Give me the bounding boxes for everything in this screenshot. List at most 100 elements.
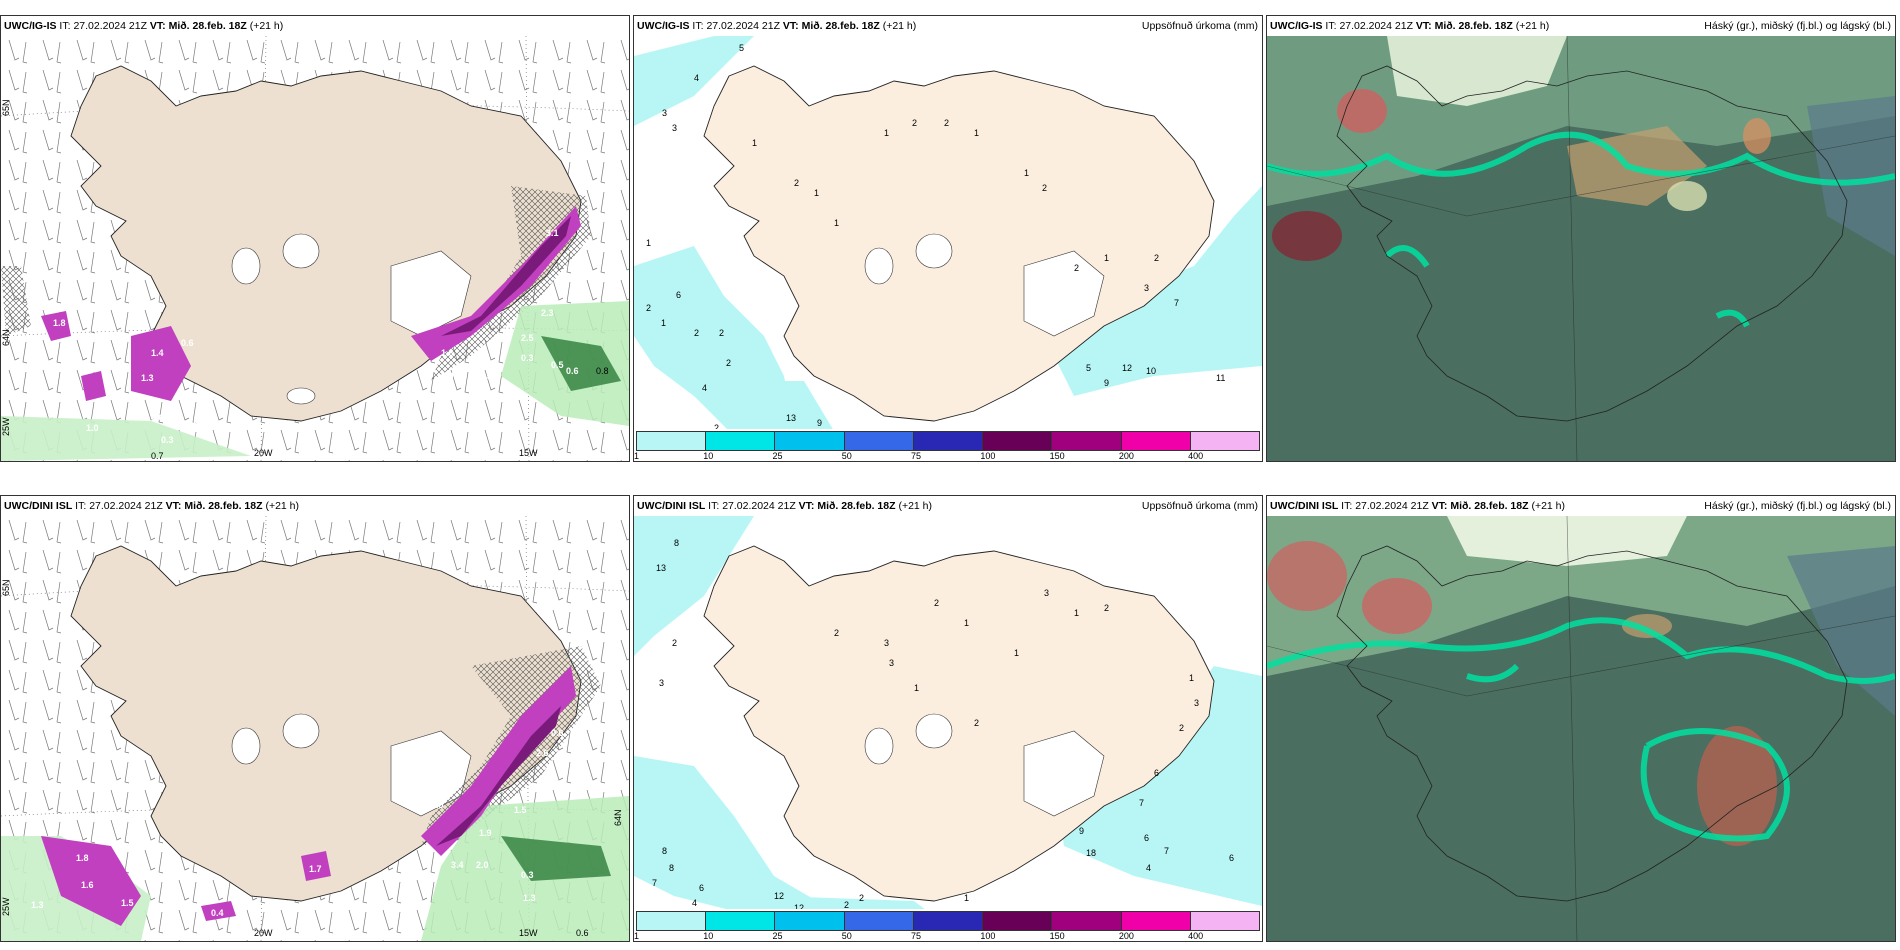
colorbar-swatch <box>1190 432 1259 450</box>
vt-value: Mið. 28.feb. 18Z <box>168 20 247 32</box>
svg-text:7: 7 <box>1139 798 1144 808</box>
svg-text:8: 8 <box>669 863 674 873</box>
lat-label-64: 64N <box>1 329 11 346</box>
svg-text:6: 6 <box>1144 833 1149 843</box>
svg-text:4: 4 <box>702 383 707 393</box>
colorbar-swatch <box>637 432 707 450</box>
colorbar-swatch <box>706 432 776 450</box>
colorbar-label: 1 <box>634 451 640 461</box>
svg-text:0.3: 0.3 <box>521 353 534 363</box>
colorbar-swatch <box>775 432 845 450</box>
svg-text:1.6: 1.6 <box>441 348 454 358</box>
panel-header: UWC/DINI ISL IT: 27.02.2024 21Z VT: Mið.… <box>1267 496 1895 516</box>
iceland-land <box>703 545 1215 902</box>
lon-label-15: 15W <box>519 928 538 938</box>
snow-band <box>1 186 629 461</box>
it-label: IT: <box>708 500 720 512</box>
vt-label: VT: <box>798 500 815 512</box>
svg-text:2: 2 <box>934 598 939 608</box>
svg-text:1.9: 1.9 <box>479 828 492 838</box>
svg-text:0.3: 0.3 <box>521 870 534 880</box>
svg-text:9: 9 <box>817 418 822 428</box>
svg-text:1: 1 <box>884 128 889 138</box>
cloud-title: Háský (gr.), miðský (fj.bl.) og lágský (… <box>1704 20 1891 32</box>
colorbar-swatch <box>1121 432 1191 450</box>
svg-text:6: 6 <box>1154 768 1159 778</box>
vt-value: Mið. 28.feb. 18Z <box>801 20 880 32</box>
vt-label: VT: <box>165 500 182 512</box>
svg-text:2: 2 <box>844 900 849 910</box>
map-precip-top: 4 5 3 3 1 1 1 2 2 1 2 1 1 2 1 6 2 2 2 4 … <box>634 36 1262 461</box>
vt-value: Mið. 28.feb. 18Z <box>184 500 263 512</box>
svg-text:2: 2 <box>672 638 677 648</box>
lon-label-20: 20W <box>254 928 273 938</box>
precip-type-labels: 1.8 1.6 1.5 1.3 0.4 1.7 3.4 2.5 1.9 1.5 … <box>31 728 589 938</box>
svg-text:3.0: 3.0 <box>556 278 569 288</box>
svg-text:2: 2 <box>1154 253 1159 263</box>
svg-text:1: 1 <box>914 683 919 693</box>
svg-text:1.8: 1.8 <box>53 318 66 328</box>
vt-value: Mið. 28.feb. 18Z <box>817 500 896 512</box>
colorbar-swatch <box>844 432 914 450</box>
lead-time: (+21 h) <box>1515 20 1550 32</box>
colorbar-label: 25 <box>772 451 783 461</box>
svg-text:12: 12 <box>774 891 784 901</box>
svg-text:0.6: 0.6 <box>551 728 564 738</box>
svg-text:2.0: 2.0 <box>441 371 454 381</box>
precip-title: Uppsöfnuð úrkoma (mm) <box>1141 20 1258 32</box>
precip-panel-bottom: UWC/DINI ISL IT: 27.02.2024 21Z VT: Mið.… <box>633 495 1263 942</box>
svg-text:2: 2 <box>974 718 979 728</box>
map-wind-bottom: 1.8 1.6 1.5 1.3 0.4 1.7 3.4 2.5 1.9 1.5 … <box>1 516 629 941</box>
svg-text:4.0: 4.0 <box>151 413 164 423</box>
svg-text:2: 2 <box>646 303 651 313</box>
vt-label: VT: <box>1431 500 1448 512</box>
colorbar-swatches <box>636 431 1260 451</box>
svg-text:5: 5 <box>739 43 744 53</box>
svg-text:12: 12 <box>1122 363 1132 373</box>
colorbar-label: 75 <box>911 451 922 461</box>
colorbar-label: 200 <box>1118 931 1134 941</box>
svg-text:1: 1 <box>661 318 666 328</box>
svg-text:7: 7 <box>1164 846 1169 856</box>
colorbar-label: 200 <box>1118 451 1134 461</box>
svg-text:13: 13 <box>656 563 666 573</box>
svg-text:3.1: 3.1 <box>546 228 559 238</box>
svg-text:0.6: 0.6 <box>181 338 194 348</box>
model-name: UWC/DINI ISL <box>1270 500 1339 512</box>
svg-text:7: 7 <box>1174 298 1179 308</box>
svg-text:1: 1 <box>964 618 969 628</box>
svg-text:4: 4 <box>1146 863 1151 873</box>
svg-text:3.4: 3.4 <box>451 860 464 870</box>
svg-text:1.6: 1.6 <box>81 880 94 890</box>
svg-text:2: 2 <box>1074 263 1079 273</box>
model-name: UWC/DINI ISL <box>4 500 73 512</box>
model-name: UWC/IG-IS <box>4 20 57 32</box>
svg-text:3: 3 <box>662 108 667 118</box>
precip-values: 8 13 2 3 2 3 2 1 1 3 1 2 3 1 2 8 8 7 6 4… <box>652 538 1234 913</box>
svg-text:8: 8 <box>662 846 667 856</box>
colorbar-swatch <box>983 912 1053 930</box>
svg-text:3: 3 <box>889 658 894 668</box>
wind-precip-panel-top: UWC/IG-IS IT: 27.02.2024 21Z VT: Mið. 28… <box>0 15 630 462</box>
svg-text:3: 3 <box>1194 698 1199 708</box>
map-precip-bottom: 8 13 2 3 2 3 2 1 1 3 1 2 3 1 2 8 8 7 6 4… <box>634 516 1262 941</box>
svg-text:1.5: 1.5 <box>121 898 134 908</box>
it-label: IT: <box>692 20 704 32</box>
it-label: IT: <box>75 500 87 512</box>
lat-label-65: 65N <box>1 99 11 116</box>
svg-text:9: 9 <box>1079 826 1084 836</box>
it-label: IT: <box>1325 20 1337 32</box>
colorbar-label: 50 <box>841 451 852 461</box>
svg-text:5: 5 <box>1086 363 1091 373</box>
model-name: UWC/IG-IS <box>1270 20 1323 32</box>
svg-text:0.5: 0.5 <box>551 360 564 370</box>
vt-value: Mið. 28.feb. 18Z <box>1434 20 1513 32</box>
svg-text:1: 1 <box>974 128 979 138</box>
svg-text:18: 18 <box>1086 848 1096 858</box>
lead-time: (+21 h) <box>882 20 917 32</box>
lead-time: (+21 h) <box>249 20 284 32</box>
it-value: 27.02.2024 21Z <box>706 20 780 32</box>
iceland-land <box>703 65 1215 422</box>
colorbar-label: 400 <box>1188 451 1204 461</box>
svg-text:1.4: 1.4 <box>151 348 164 358</box>
